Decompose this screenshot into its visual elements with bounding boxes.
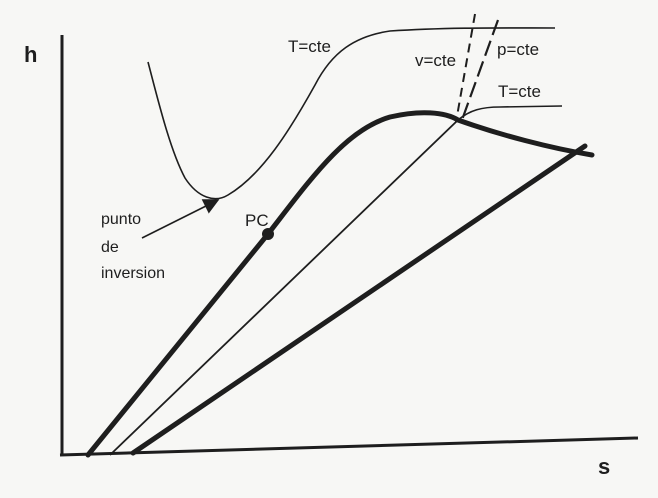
critical-point-label: PC	[245, 211, 269, 230]
saturation-curve	[85, 110, 595, 458]
inversion-label-line2: de	[101, 239, 119, 256]
inversion-arrow	[141, 199, 220, 239]
middle-thin-line	[109, 119, 459, 456]
isochore-dashed	[455, 13, 476, 123]
isotherm-lower-label: T=cte	[498, 82, 541, 101]
lower-thick-line	[130, 143, 588, 456]
isochore-label: v=cte	[415, 51, 456, 70]
isobar-dashed	[460, 19, 500, 121]
isobar-label: p=cte	[497, 40, 539, 59]
x-axis-label: s	[598, 454, 610, 479]
isotherm-upper	[147, 27, 556, 200]
inversion-label-line1: punto	[101, 211, 141, 228]
critical-point-marker	[262, 228, 274, 240]
inversion-label-line3: inversion	[101, 265, 165, 282]
x-axis	[59, 436, 639, 457]
y-axis-label: h	[24, 42, 37, 67]
isotherm-upper-label: T=cte	[288, 37, 331, 56]
isotherm-lower	[457, 105, 563, 121]
